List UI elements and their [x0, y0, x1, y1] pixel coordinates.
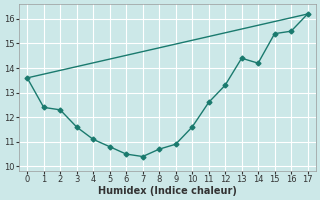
X-axis label: Humidex (Indice chaleur): Humidex (Indice chaleur): [98, 186, 237, 196]
